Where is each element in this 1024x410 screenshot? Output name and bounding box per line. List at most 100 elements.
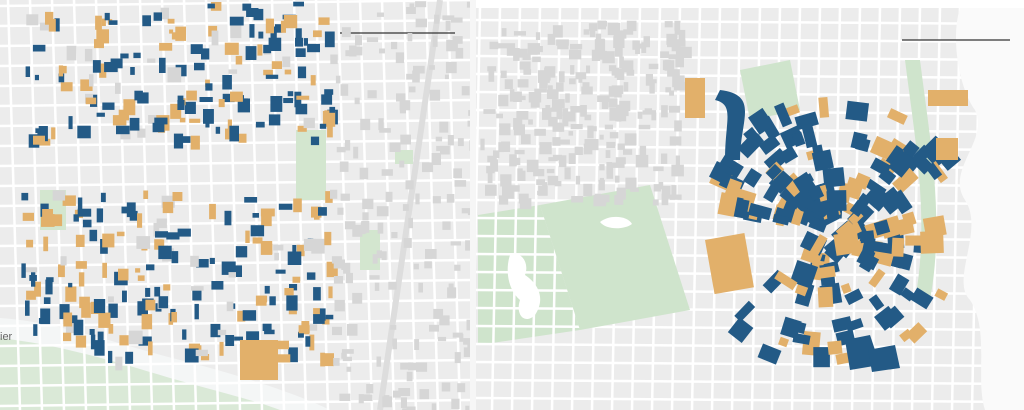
building [229,125,239,142]
building [547,33,556,45]
building [26,239,34,248]
building [260,241,273,255]
building [624,133,637,146]
building [215,126,221,134]
building [345,272,353,284]
building [341,27,351,38]
building [602,51,615,64]
building [322,316,330,325]
building [332,326,342,336]
building [145,299,156,311]
building [93,299,106,314]
building [521,134,531,145]
building [780,316,802,339]
building [705,233,754,295]
building [108,303,118,318]
building [400,362,412,370]
building [137,128,146,138]
building [240,340,278,380]
building [196,259,209,268]
building [379,48,385,54]
building [396,93,406,102]
building [346,366,352,372]
building [120,53,129,59]
building [177,95,184,103]
building [158,296,169,309]
building [527,161,534,171]
building [207,3,215,9]
building [446,194,455,203]
building [447,135,454,146]
building [393,390,401,398]
building [463,338,470,345]
building [891,237,905,257]
building [336,146,346,153]
building [159,57,166,73]
building [674,120,682,132]
building [321,94,333,105]
building [399,160,405,168]
street [0,58,470,68]
street [0,0,470,8]
building [429,324,439,332]
building [46,277,54,283]
building [606,141,616,149]
building [329,106,336,113]
building [539,77,548,89]
street [0,278,470,288]
building [493,150,500,159]
building [747,202,773,221]
building [519,198,532,210]
building [324,89,334,95]
building [255,121,265,128]
building [62,195,76,206]
building [669,136,682,146]
building [601,20,607,27]
building [190,44,203,54]
building [544,66,556,78]
building [413,65,425,74]
building [59,304,70,320]
building [552,99,565,108]
building [467,342,470,349]
building [407,33,413,42]
building [237,98,250,113]
building [487,170,493,184]
building [320,352,325,367]
building [360,222,367,234]
building [234,336,243,341]
building [303,117,315,129]
building [789,259,819,289]
building [226,301,234,312]
building [671,164,684,177]
building [268,114,281,126]
building [219,341,224,356]
building [490,159,499,172]
building [758,134,781,155]
building [465,405,470,410]
street [476,396,1024,404]
building [372,254,378,264]
building [873,219,891,236]
building [274,252,279,261]
building [35,128,43,133]
building [669,90,674,96]
building [433,308,444,319]
building [817,265,836,279]
building [671,39,681,52]
building [355,35,362,46]
building [648,63,659,70]
building [518,193,529,204]
building [307,43,320,53]
building [126,202,136,218]
building [774,270,798,291]
building [205,79,210,87]
building [435,136,443,142]
building [94,39,104,49]
building [608,86,617,97]
building [504,79,513,89]
building [523,69,532,75]
building [808,185,825,202]
building [376,250,382,259]
building [184,101,196,114]
